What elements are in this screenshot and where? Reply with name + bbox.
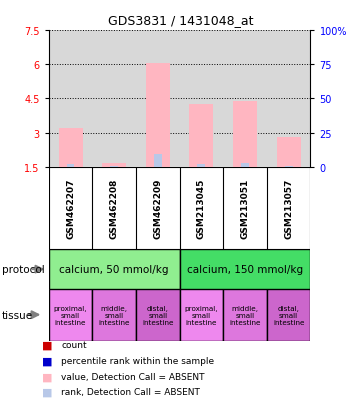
Text: ■: ■ [42,356,52,366]
Bar [49,250,179,289]
Bar [92,289,136,341]
Text: GSM462207: GSM462207 [66,178,75,239]
Text: ■: ■ [42,340,52,350]
Text: calcium, 50 mmol/kg: calcium, 50 mmol/kg [60,264,169,275]
Bar [154,155,162,167]
Bar [223,289,267,341]
Bar [277,138,301,167]
Text: GSM213045: GSM213045 [197,178,206,239]
Bar [197,164,205,167]
Bar [179,250,310,289]
Bar [285,166,292,167]
Bar [102,164,126,167]
Text: ■: ■ [42,371,52,381]
Text: proximal,
small
intestine: proximal, small intestine [54,305,87,325]
Text: count: count [61,340,87,349]
Bar [190,105,213,167]
Text: GSM462208: GSM462208 [110,178,119,239]
Text: GSM213057: GSM213057 [284,178,293,239]
Bar [241,164,249,167]
Bar [110,166,118,167]
Text: middle,
small
intestine: middle, small intestine [229,305,261,325]
Bar [58,128,83,167]
Text: ■: ■ [42,387,52,397]
Text: proximal,
small
intestine: proximal, small intestine [185,305,218,325]
Text: GSM213051: GSM213051 [240,178,249,239]
Text: GDS3831 / 1431048_at: GDS3831 / 1431048_at [108,14,253,27]
Text: percentile rank within the sample: percentile rank within the sample [61,356,214,365]
Bar [267,289,310,341]
Text: distal,
small
intestine: distal, small intestine [273,305,304,325]
Bar [146,64,170,167]
Text: value, Detection Call = ABSENT: value, Detection Call = ABSENT [61,372,205,381]
Text: distal,
small
intestine: distal, small intestine [142,305,174,325]
Bar [233,102,257,167]
Bar [67,165,74,167]
Bar [179,289,223,341]
Text: calcium, 150 mmol/kg: calcium, 150 mmol/kg [187,264,303,275]
Bar [49,289,92,341]
Text: rank, Detection Call = ABSENT: rank, Detection Call = ABSENT [61,387,200,396]
Text: GSM462209: GSM462209 [153,178,162,239]
Text: middle,
small
intestine: middle, small intestine [99,305,130,325]
Text: protocol: protocol [2,264,44,275]
Bar [136,289,179,341]
Text: tissue: tissue [2,310,33,320]
